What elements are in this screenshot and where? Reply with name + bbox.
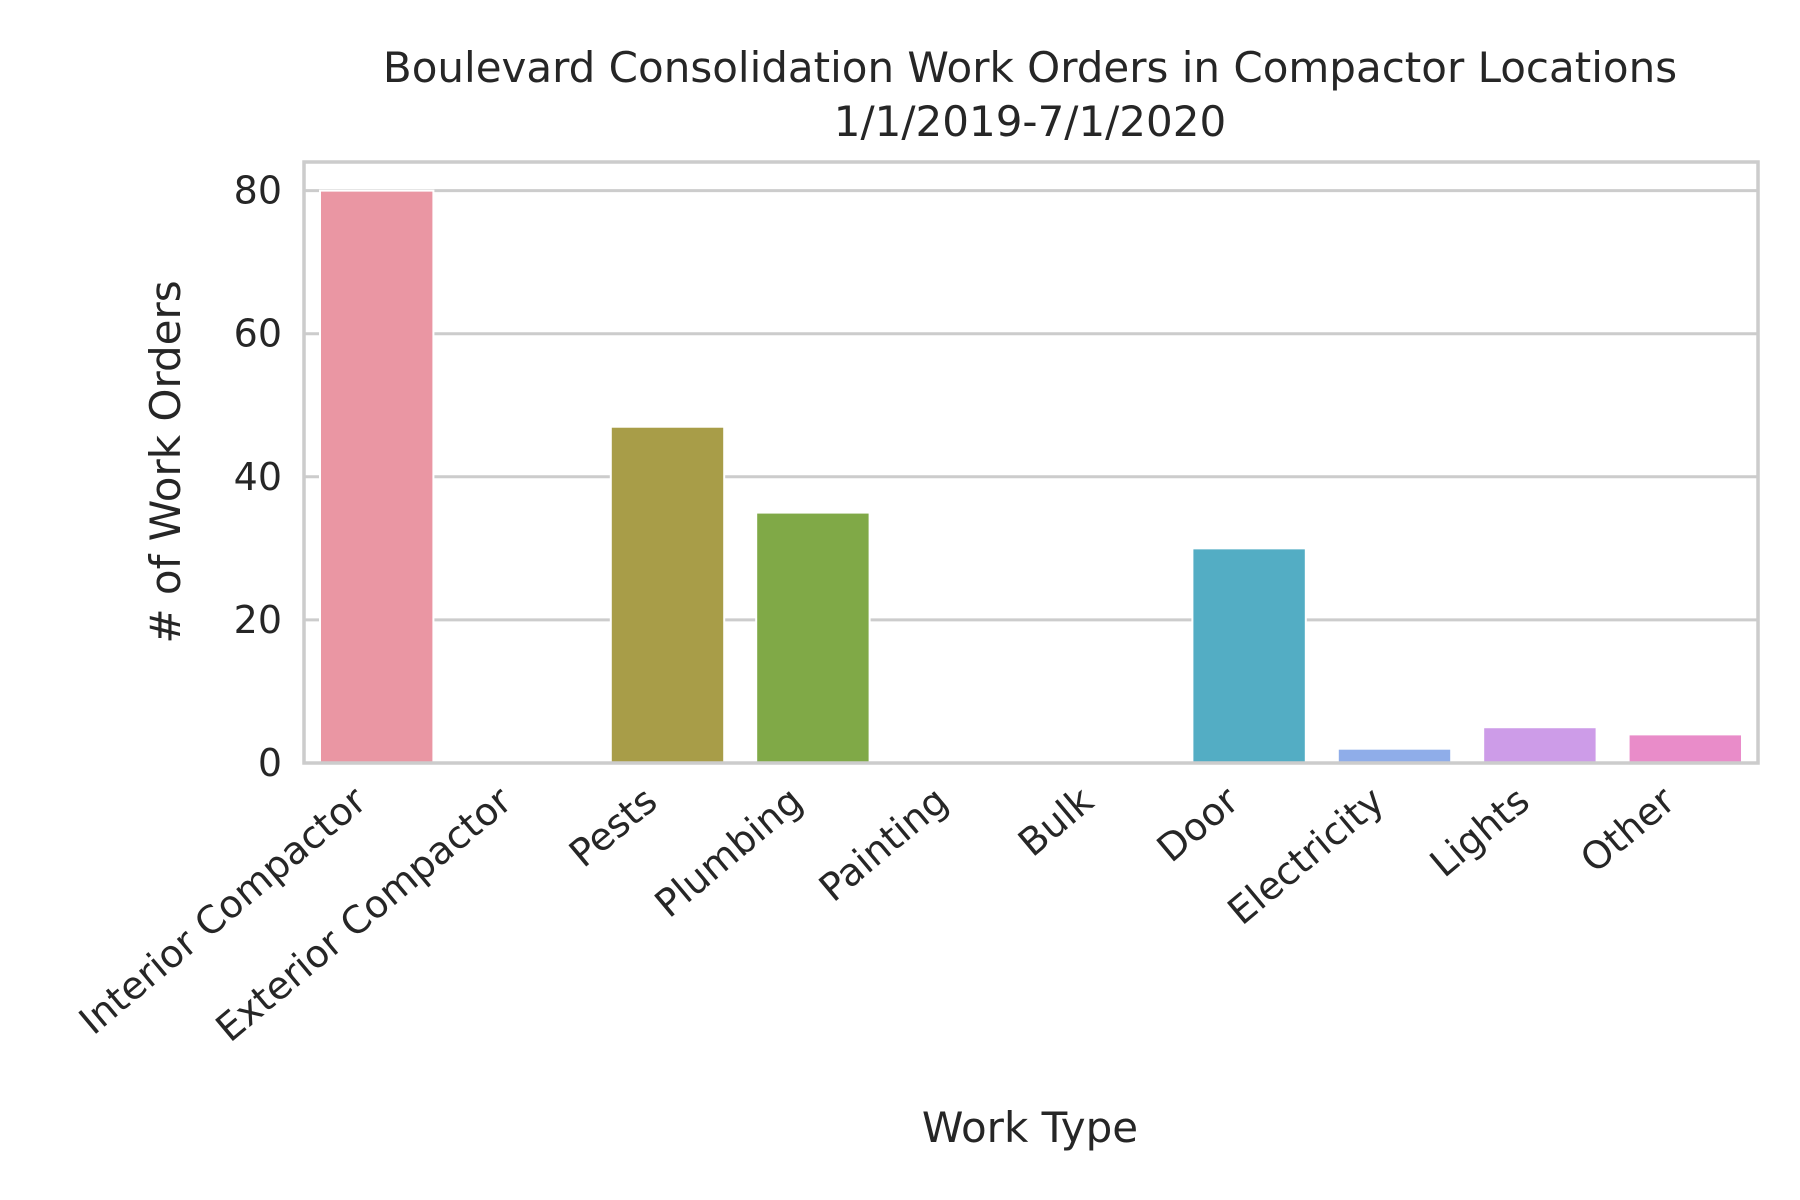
- bar-lights: [1482, 726, 1598, 765]
- bar-pests: [609, 425, 726, 764]
- y-tick-label: 80: [234, 169, 282, 213]
- x-tick-label: Other: [1572, 778, 1683, 881]
- x-tick-label: Door: [1149, 778, 1248, 871]
- chart-title: Boulevard Consolidation Work Orders in C…: [383, 43, 1677, 92]
- bar-electricity: [1336, 747, 1453, 765]
- bar-other: [1627, 733, 1744, 765]
- x-tick-label: Plumbing: [646, 778, 810, 926]
- y-axis-label: # of Work Orders: [141, 280, 190, 643]
- bar-interior-compactor: [318, 189, 435, 765]
- y-tick-labels: 0 20 40 60 80: [234, 169, 282, 785]
- y-tick-label: 60: [234, 312, 282, 356]
- bar-door: [1191, 547, 1307, 764]
- x-tick-label: Bulk: [1010, 778, 1102, 865]
- x-tick-label: Electricity: [1219, 778, 1392, 933]
- chart-subtitle: 1/1/2019-7/1/2020: [834, 97, 1226, 146]
- y-tick-label: 20: [234, 598, 282, 642]
- x-axis-label: Work Type: [922, 1103, 1138, 1152]
- plot-frame: [302, 160, 1760, 765]
- y-tick-label: 0: [258, 741, 282, 785]
- x-tick-label: Pests: [561, 778, 665, 876]
- bar-plumbing: [755, 511, 871, 764]
- x-tick-label: Painting: [811, 778, 956, 910]
- bars: [318, 189, 1744, 765]
- x-tick-label: Lights: [1422, 778, 1538, 885]
- y-tick-label: 40: [234, 455, 282, 499]
- gridlines: [304, 189, 1758, 622]
